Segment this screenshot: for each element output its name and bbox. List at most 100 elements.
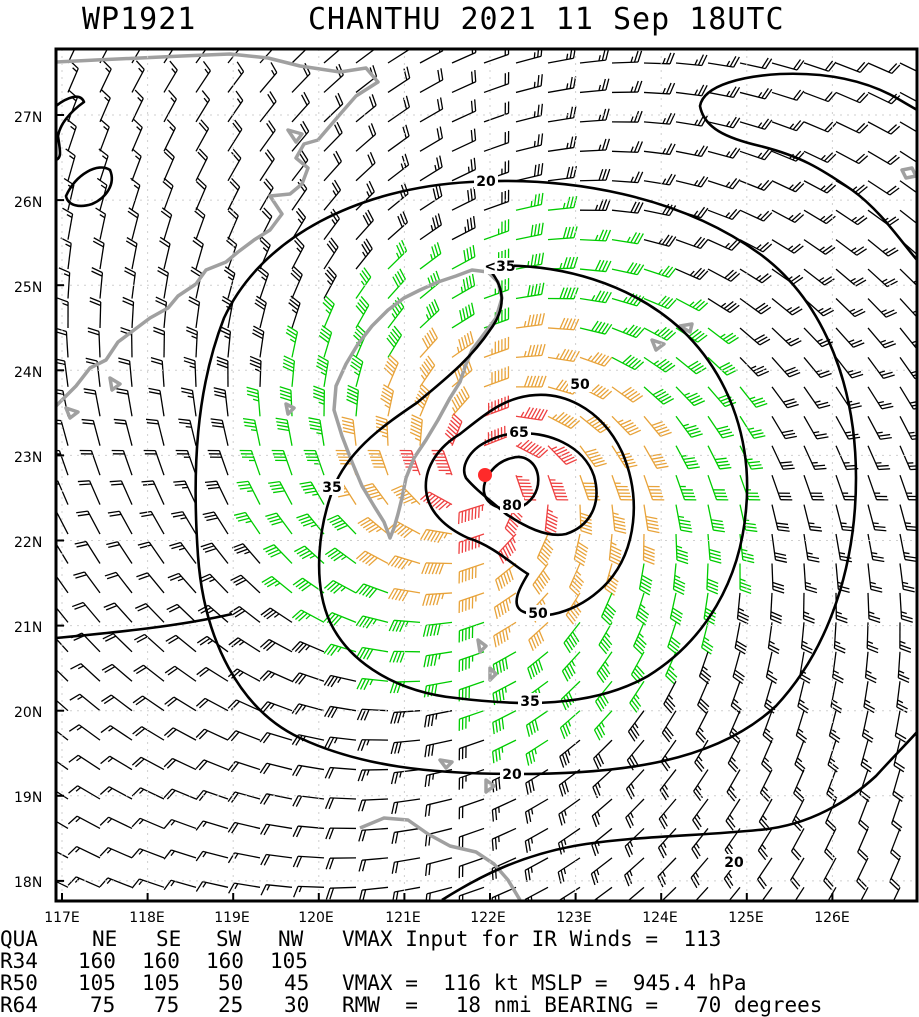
wind-barb (41, 602, 68, 622)
wind-barb (158, 267, 169, 298)
wind-barb (356, 296, 369, 328)
wind-barb (78, 481, 100, 505)
wind-barb (580, 109, 609, 122)
wind-barb (559, 828, 580, 854)
r64-sw: 25 (218, 994, 243, 1016)
wind-barb (258, 267, 268, 299)
wind-barb (525, 887, 548, 911)
header-nw: NW (278, 928, 303, 950)
contour-label-20-bottom: 20 (502, 767, 522, 783)
wind-barb (548, 475, 568, 500)
wind-barb (164, 728, 196, 740)
wind-barb (260, 150, 274, 181)
wind-barb (676, 534, 688, 564)
wind-barb (325, 737, 356, 748)
wind-barb (580, 291, 611, 303)
wind-barb (592, 799, 612, 827)
wind-barb (644, 505, 659, 533)
wind-barb (772, 534, 787, 562)
wind-barb (580, 416, 610, 433)
lat-label-26n: 26N (14, 195, 42, 211)
wind-barb (90, 298, 101, 328)
contour-label-65: 65 (509, 425, 528, 441)
wind-barb (804, 240, 835, 255)
wind-barb (100, 61, 111, 93)
wind-barb (868, 475, 888, 500)
wind-barb (772, 121, 804, 131)
wind-barb (421, 530, 452, 543)
wind-barb (792, 828, 804, 860)
wind-barb (708, 505, 725, 532)
wind-barb (308, 418, 324, 446)
wind-barb (232, 544, 260, 564)
wind-barb (836, 92, 868, 102)
storm-center-marker (478, 468, 492, 482)
wind-barb (727, 770, 740, 801)
wind-barb (459, 828, 484, 848)
wind-barb (101, 756, 132, 769)
wind-barb (260, 121, 275, 152)
wind-barb (189, 297, 200, 328)
wind-barb (772, 416, 797, 438)
wind-barb (260, 640, 292, 652)
wind-barb (836, 269, 866, 286)
wind-barb (420, 299, 439, 328)
lon-label-123e: 123E (556, 910, 592, 926)
wind-barb (866, 652, 877, 683)
wind-barb (740, 357, 769, 376)
wind-barb (676, 146, 708, 157)
wind-barb (494, 593, 516, 619)
wind-barb (824, 858, 836, 890)
wind-barb (392, 770, 420, 784)
wind-barb (350, 355, 362, 387)
wind-barb (580, 446, 607, 467)
wind-barb (424, 652, 452, 667)
wind-barb (326, 828, 356, 839)
wind-barb (802, 622, 813, 653)
wind-barb (164, 820, 196, 829)
wind-barb (484, 219, 509, 239)
wind-barb (644, 83, 675, 94)
wind-barb (283, 356, 295, 387)
contour-label-20-top: 20 (476, 174, 496, 190)
wind-barb (262, 576, 292, 592)
wind-barb (900, 593, 913, 622)
wind-barb (82, 420, 100, 446)
wind-barb (110, 481, 132, 505)
wind-barb (420, 68, 443, 92)
wind-barb (68, 90, 77, 122)
wind-barb (103, 634, 132, 652)
wind-barb (293, 856, 324, 867)
wind-barb (626, 799, 644, 828)
wind-barb (201, 543, 228, 563)
lat-label-27n: 27N (14, 110, 42, 126)
wind-barb (628, 711, 644, 742)
wind-barb (868, 357, 895, 378)
wind-barb (88, 328, 100, 358)
wind-barb (868, 240, 898, 256)
wind-barb (676, 475, 696, 500)
wind-barb (99, 149, 108, 181)
wind-barb (459, 505, 484, 524)
wind-barb (101, 695, 132, 711)
wind-barb (862, 711, 873, 743)
wind-barb (132, 149, 141, 181)
wind-barb (231, 575, 260, 593)
wind-barb (196, 760, 228, 770)
wind-barb (420, 127, 442, 152)
wind-barb (163, 178, 173, 210)
wind-barb (261, 608, 292, 622)
wind-barb (836, 416, 860, 439)
wind-barb (594, 711, 612, 741)
lon-label-120e: 120E (298, 910, 334, 926)
wind-barb (420, 328, 437, 358)
wind-barb (237, 481, 260, 504)
wind-barb (219, 327, 230, 358)
wind-barb (356, 268, 371, 299)
contour-20-nw (56, 97, 84, 160)
wind-barb (794, 770, 804, 802)
wind-barb (740, 328, 770, 345)
wind-barb (612, 232, 643, 243)
wind-barb (136, 573, 164, 593)
wind-barb (868, 446, 890, 470)
